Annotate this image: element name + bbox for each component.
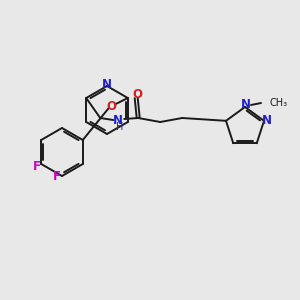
Text: N: N xyxy=(241,98,251,112)
Text: H: H xyxy=(116,122,123,132)
Text: CH₃: CH₃ xyxy=(269,98,287,108)
Text: O: O xyxy=(132,88,142,100)
Text: N: N xyxy=(113,113,123,127)
Text: F: F xyxy=(53,169,61,182)
Text: N: N xyxy=(102,79,112,92)
Text: O: O xyxy=(107,100,117,112)
Text: F: F xyxy=(33,160,41,172)
Text: N: N xyxy=(262,114,272,127)
